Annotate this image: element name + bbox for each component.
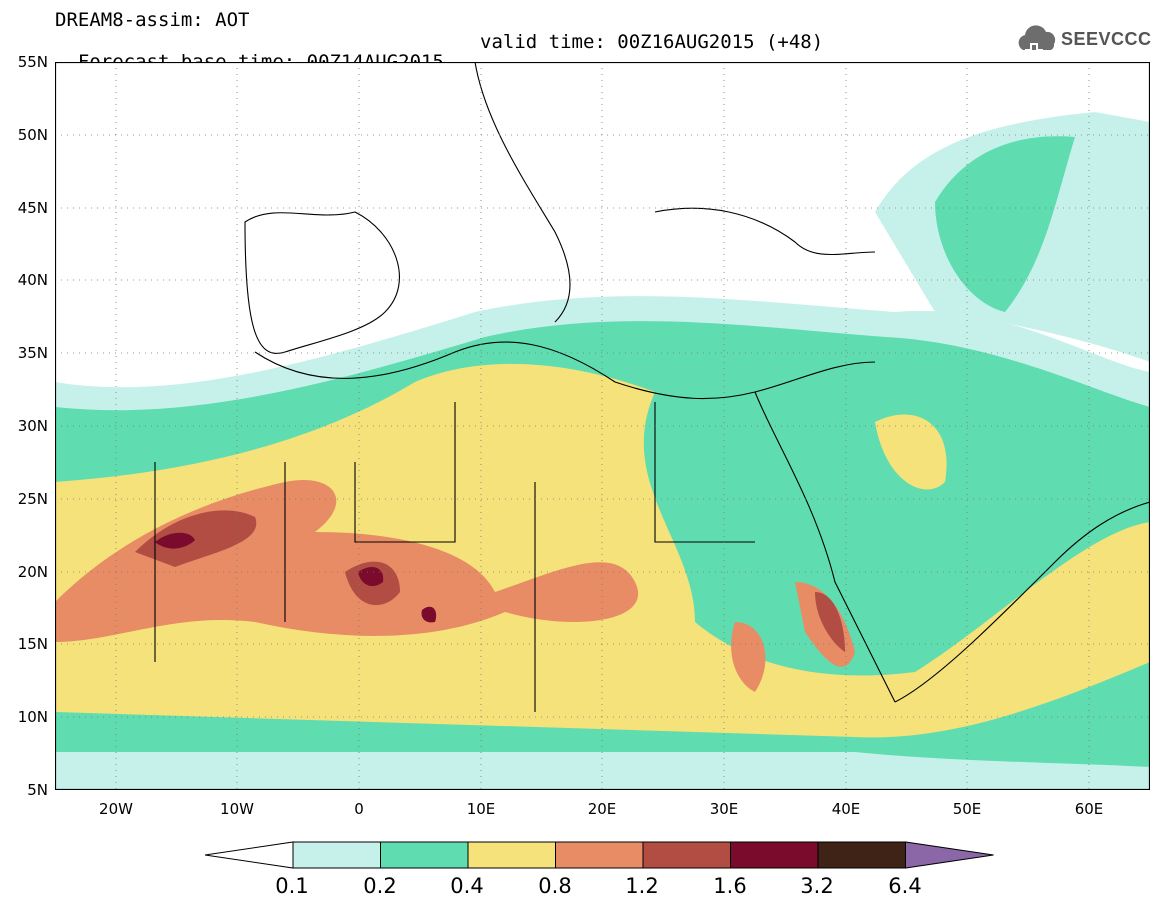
lon-tick-label: 60E bbox=[1074, 800, 1104, 818]
colorbar-swatch bbox=[817, 841, 906, 869]
lon-tick-label: 30E bbox=[709, 800, 739, 818]
colorbar-swatch bbox=[292, 841, 381, 869]
aot-map bbox=[54, 61, 1151, 791]
lat-tick-label: 50N bbox=[17, 126, 48, 144]
colorbar-under-triangle bbox=[205, 841, 294, 869]
lat-tick-label: 45N bbox=[17, 199, 48, 217]
lat-tick-label: 20N bbox=[17, 563, 48, 581]
lat-tick-label: 10N bbox=[17, 708, 48, 726]
colorbar-label: 1.6 bbox=[713, 874, 747, 898]
colorbar-label: 0.1 bbox=[275, 874, 309, 898]
lat-tick-label: 15N bbox=[17, 635, 48, 653]
colorbar-swatch bbox=[642, 841, 731, 869]
cloud-logo-icon bbox=[1018, 25, 1056, 51]
colorbar-over-triangle bbox=[905, 841, 994, 869]
colorbar-swatch bbox=[730, 841, 819, 869]
colorbar-swatch bbox=[467, 841, 556, 869]
colorbar bbox=[205, 841, 994, 869]
colorbar-label: 0.8 bbox=[538, 874, 572, 898]
seevccc-logo: SEEVCCC bbox=[1015, 20, 1151, 60]
lon-tick-label: 20W bbox=[99, 800, 133, 818]
colorbar-swatch bbox=[380, 841, 469, 869]
lat-tick-label: 55N bbox=[17, 53, 48, 71]
lat-tick-label: 40N bbox=[17, 271, 48, 289]
lon-tick-label: 10E bbox=[466, 800, 496, 818]
lat-tick-label: 30N bbox=[17, 417, 48, 435]
logo-text: SEEVCCC bbox=[1061, 29, 1152, 49]
lat-tick-label: 25N bbox=[17, 490, 48, 508]
lon-tick-label: 50E bbox=[952, 800, 982, 818]
lon-tick-label: 40E bbox=[831, 800, 861, 818]
lon-tick-label: 20E bbox=[587, 800, 617, 818]
colorbar-label: 0.4 bbox=[450, 874, 484, 898]
colorbar-swatch bbox=[555, 841, 644, 869]
colorbar-label: 3.2 bbox=[800, 874, 834, 898]
lat-tick-label: 5N bbox=[27, 781, 48, 799]
lon-tick-label: 10W bbox=[220, 800, 254, 818]
valid-time-label: valid time: 00Z16AUG2015 (+48) bbox=[480, 31, 824, 53]
lon-tick-label: 0 bbox=[354, 800, 364, 818]
chart-title: DREAM8-assim: AOT bbox=[55, 9, 250, 31]
lat-tick-label: 35N bbox=[17, 344, 48, 362]
colorbar-label: 1.2 bbox=[625, 874, 659, 898]
colorbar-label: 0.2 bbox=[363, 874, 397, 898]
colorbar-label: 6.4 bbox=[888, 874, 922, 898]
